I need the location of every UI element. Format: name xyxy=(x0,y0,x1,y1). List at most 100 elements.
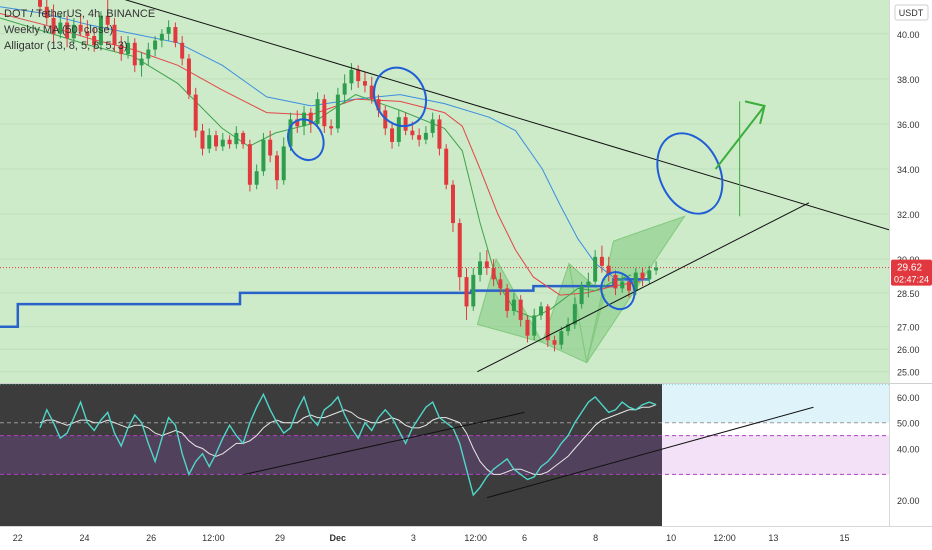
candle-body xyxy=(390,128,395,142)
candle-body xyxy=(356,69,361,82)
rsi-line xyxy=(39,392,657,497)
drawing-layer xyxy=(124,0,889,373)
candle-body xyxy=(322,99,327,127)
osc-tick-label: 60.00 xyxy=(897,393,920,403)
candle-body xyxy=(146,49,151,59)
candle-body xyxy=(180,42,185,59)
price-tick-label: 40.00 xyxy=(897,30,920,40)
candle-body xyxy=(153,40,158,50)
candle-body xyxy=(613,274,618,289)
candle-body xyxy=(559,331,564,345)
weekly-ma-line xyxy=(0,278,649,328)
time-tick-label: 26 xyxy=(146,533,156,543)
candle-body xyxy=(566,324,571,332)
price-axis[interactable]: 40.0038.0036.0034.0032.0030.0028.5027.00… xyxy=(897,30,920,378)
projection-arrow-head xyxy=(744,100,766,125)
time-axis[interactable]: 22 24 26 12:00 29 Dec 3 12:00 6 8 10 12:00 13 15 xyxy=(13,533,850,543)
time-tick-label: 12:00 xyxy=(713,533,736,543)
candle-body xyxy=(186,58,191,95)
oscillator-trendline xyxy=(487,406,814,499)
time-tick-label: Dec xyxy=(330,533,347,543)
price-tick-label: 34.00 xyxy=(897,165,920,175)
candle-body xyxy=(166,27,171,34)
candle-body xyxy=(525,319,530,336)
candle-body xyxy=(193,94,198,131)
candle-body xyxy=(78,24,83,32)
candle-body xyxy=(268,139,273,156)
candle-body xyxy=(633,272,638,291)
oscillator-axis[interactable]: 60.00 50.00 40.00 20.00 xyxy=(897,393,920,506)
candle-body xyxy=(647,270,652,280)
candle-body xyxy=(315,99,320,124)
currency-label: USDT xyxy=(899,8,924,18)
symbol-title[interactable]: DOT / TetherUS, 4h, BINANCE xyxy=(4,8,156,20)
highlight-ellipse xyxy=(600,271,636,311)
time-tick-label: 12:00 xyxy=(202,533,225,543)
candle-body xyxy=(376,99,381,111)
weekly-ma-legend[interactable]: Weekly MA (50, close) xyxy=(4,24,114,36)
candle-body xyxy=(532,315,537,336)
candle-body xyxy=(552,340,557,345)
alligator-legend[interactable]: Alligator (13, 8, 5, 8, 5, 3) xyxy=(4,40,128,52)
candle-body xyxy=(105,15,110,25)
time-tick-label: 24 xyxy=(79,533,89,543)
candlestick-series xyxy=(38,0,659,352)
candle-countdown: 02:47:24 xyxy=(894,275,929,285)
candle-body xyxy=(112,24,117,46)
candle-body xyxy=(505,288,510,311)
candle-body xyxy=(288,119,293,147)
time-tick-label: 6 xyxy=(522,533,527,543)
candle-body xyxy=(498,279,503,289)
currency-box[interactable] xyxy=(894,4,929,21)
time-tick-label: 13 xyxy=(768,533,778,543)
candle-body xyxy=(281,146,286,181)
highlight-ellipse xyxy=(656,132,724,215)
candle-body xyxy=(342,83,347,95)
osc-tick-label: 50.00 xyxy=(897,419,920,429)
candle-body xyxy=(423,132,428,140)
candle-body xyxy=(335,94,340,129)
candle-body xyxy=(254,171,259,185)
ascending-trendline xyxy=(477,202,810,373)
candle-body xyxy=(599,256,604,266)
candle-body xyxy=(450,184,455,224)
time-tick-label: 10 xyxy=(666,533,676,543)
alligator-jaw-line xyxy=(0,6,650,283)
candle-body xyxy=(261,139,266,172)
time-tick-label: 12:00 xyxy=(464,533,487,543)
candle-body xyxy=(295,119,300,127)
candle-body xyxy=(200,130,205,149)
candle-body xyxy=(444,148,449,185)
candle-body xyxy=(214,135,219,147)
candle-body xyxy=(410,130,415,136)
candle-body xyxy=(274,155,279,181)
candle-body xyxy=(640,272,645,280)
candle-body xyxy=(437,119,442,149)
candle-body xyxy=(38,0,43,7)
alligator-teeth-line xyxy=(0,13,641,296)
candle-body xyxy=(538,306,543,316)
price-grid xyxy=(0,33,889,373)
candle-body xyxy=(627,281,632,291)
price-tick-label: 38.00 xyxy=(897,75,920,85)
candle-body xyxy=(173,27,178,43)
alligator-lips-line xyxy=(0,17,632,319)
candle-body xyxy=(586,281,591,287)
highlight-ellipse xyxy=(373,66,428,128)
candle-body xyxy=(247,144,252,185)
oscillator-trendline xyxy=(244,411,525,475)
candle-body xyxy=(579,286,584,305)
oscillator-bands xyxy=(0,384,889,475)
candle-body xyxy=(369,85,374,100)
candle-body xyxy=(430,119,435,133)
time-tick-label: 22 xyxy=(13,533,23,543)
candle-body xyxy=(98,15,103,46)
price-tick-label: 28.50 xyxy=(897,289,920,299)
candle-body xyxy=(511,299,516,311)
price-tick-label: 27.00 xyxy=(897,323,920,333)
time-tick-label: 15 xyxy=(840,533,850,543)
candle-body xyxy=(362,81,367,86)
candle-body xyxy=(227,139,232,145)
candle-body xyxy=(119,45,124,55)
